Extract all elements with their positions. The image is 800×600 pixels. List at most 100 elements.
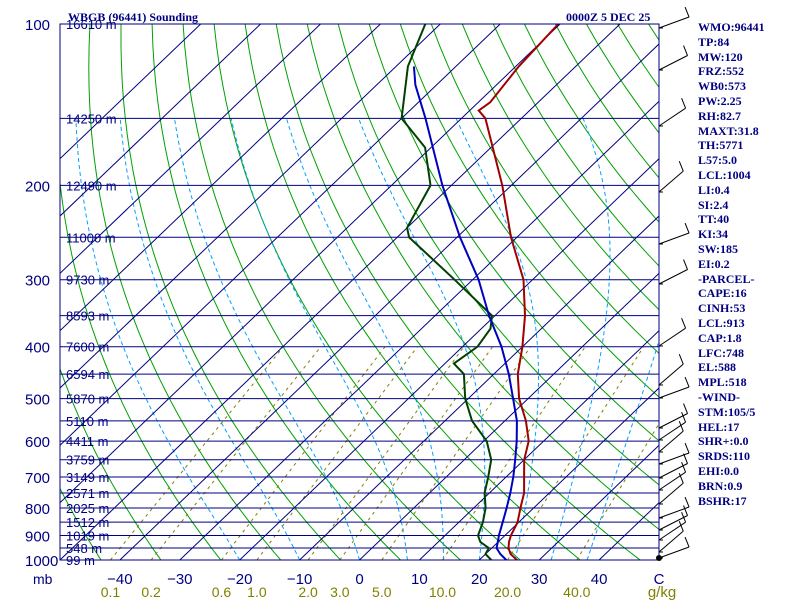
index-item: TH:5771	[698, 138, 743, 153]
index-item: KI:34	[698, 227, 728, 242]
wind-barb-feather	[685, 377, 689, 387]
pressure-tick-label: 800	[25, 501, 50, 518]
temperature-tick-label: 10	[411, 571, 428, 588]
dry-adiabat	[742, 24, 800, 560]
wind-barb	[659, 387, 689, 398]
isotherm	[120, 24, 680, 560]
index-item: STM:105/5	[698, 405, 755, 420]
index-item: -PARCEL-	[698, 272, 754, 287]
index-item: PW:2.25	[698, 94, 742, 109]
wind-barb	[659, 531, 683, 552]
wind-barb	[659, 472, 686, 490]
index-item: EI:0.2	[698, 257, 730, 272]
wind-barb	[659, 108, 686, 126]
wind-barb-feather	[682, 98, 686, 108]
mixing-ratio-line	[308, 347, 464, 560]
wind-barb-feather	[684, 46, 688, 56]
index-item: BSHR:17	[698, 494, 747, 509]
height-label: 16610 m	[66, 17, 117, 32]
wind-barb-feather	[682, 318, 686, 328]
dry-adiabat	[338, 24, 760, 560]
height-label: 6594 m	[66, 367, 109, 382]
wind-barb	[659, 364, 683, 385]
skewt-plot: 1002003004005006007008009001000mb −40 −30−…	[0, 0, 800, 600]
index-item: LI:0.4	[698, 183, 730, 198]
index-item: WMO:96441	[698, 20, 765, 35]
pressure-tick-label: 900	[25, 528, 50, 545]
wind-barb	[659, 56, 688, 70]
temperature-tick-label: 0	[355, 571, 363, 588]
height-label: 5870 m	[66, 392, 109, 407]
mixing-ratio-tick-label: 1.0	[247, 584, 267, 600]
dry-adiabat	[555, 24, 800, 560]
temperature-tick-label: −30	[167, 571, 192, 588]
index-item: MW:120	[698, 50, 743, 65]
mixing-ratio-line	[151, 347, 321, 560]
parcel-curve	[414, 66, 517, 560]
mixing-ratio-tick-label: 5.0	[372, 584, 392, 600]
pressure-tick-label: 100	[25, 17, 50, 34]
surface-wind-dot	[656, 555, 662, 561]
wind-barb-feather	[685, 7, 689, 17]
height-label: 2025 m	[66, 501, 109, 516]
dry-adiabat	[183, 24, 460, 560]
pressure-tick-label: 700	[25, 470, 50, 487]
index-item: BRN:0.9	[698, 479, 742, 494]
moist-adiabat	[359, 118, 485, 560]
dry-adiabat	[773, 24, 800, 560]
moist-adiabat	[231, 118, 407, 560]
moist-adiabat	[287, 118, 444, 560]
wind-barb-feather	[682, 412, 686, 422]
height-label: 14250 m	[66, 111, 117, 126]
moist-adiabat	[587, 118, 707, 560]
mixing-ratio-tick-label: 0.2	[141, 584, 161, 600]
wind-barb-feather	[679, 354, 683, 364]
pressure-tick-label: 500	[25, 392, 50, 409]
wind-barb	[659, 522, 686, 540]
wind-barb-feather	[682, 462, 686, 472]
pressure-unit-label: mb	[33, 571, 53, 587]
mixing-ratio-line	[340, 347, 493, 560]
height-label: 5110 m	[66, 414, 108, 429]
index-item: CAPE:16	[698, 286, 747, 301]
wind-barb-feather	[685, 443, 689, 453]
dry-adiabat	[121, 24, 341, 560]
pressure-tick-label: 400	[25, 340, 50, 357]
mixing-ratio-tick-label: 0.6	[212, 584, 232, 600]
mixing-ratio-tick-label: 3.0	[330, 584, 350, 600]
height-label: 3759 m	[66, 453, 109, 468]
index-item: FRZ:552	[698, 64, 744, 79]
pressure-tick-label: 300	[25, 273, 50, 290]
isotherm	[539, 24, 800, 560]
index-item: HEL:17	[698, 420, 739, 435]
temperature-tick-label: 30	[531, 571, 548, 588]
height-label: 11000 m	[66, 230, 116, 245]
wind-barb-feather	[684, 404, 688, 414]
index-item: EHI:0.0	[698, 464, 739, 479]
wind-barb	[659, 270, 688, 284]
dry-adiabat	[89, 24, 281, 560]
index-item: LCL:1004	[698, 168, 751, 183]
temperature-tick-label: 20	[471, 571, 488, 588]
mixing-ratio-tick-label: 2.0	[298, 584, 318, 600]
height-label: 8593 m	[66, 309, 109, 324]
mixing-ratio-tick-label: 10.0	[429, 584, 456, 600]
wind-barb	[659, 483, 683, 504]
index-item: CINH:53	[698, 301, 745, 316]
mixing-ratio-tick-label: 40.0	[563, 584, 590, 600]
height-label: 7600 m	[66, 340, 109, 355]
index-item: LFC:748	[698, 346, 744, 361]
index-item: TT:40	[698, 212, 729, 227]
height-label: 2571 m	[66, 486, 109, 501]
index-item: EL:588	[698, 360, 736, 375]
index-item: LCL:913	[698, 316, 745, 331]
temperature-tick-label: 40	[591, 571, 608, 588]
index-item: SI:2.4	[698, 198, 728, 213]
wind-barb	[659, 171, 683, 192]
pressure-tick-label: 1000	[25, 553, 58, 570]
wind-barb-feather	[685, 537, 689, 547]
wind-barb-feather	[684, 506, 688, 516]
wind-barb-feather	[684, 454, 688, 464]
pressure-tick-label: 200	[25, 178, 50, 195]
wind-barb	[659, 233, 689, 244]
